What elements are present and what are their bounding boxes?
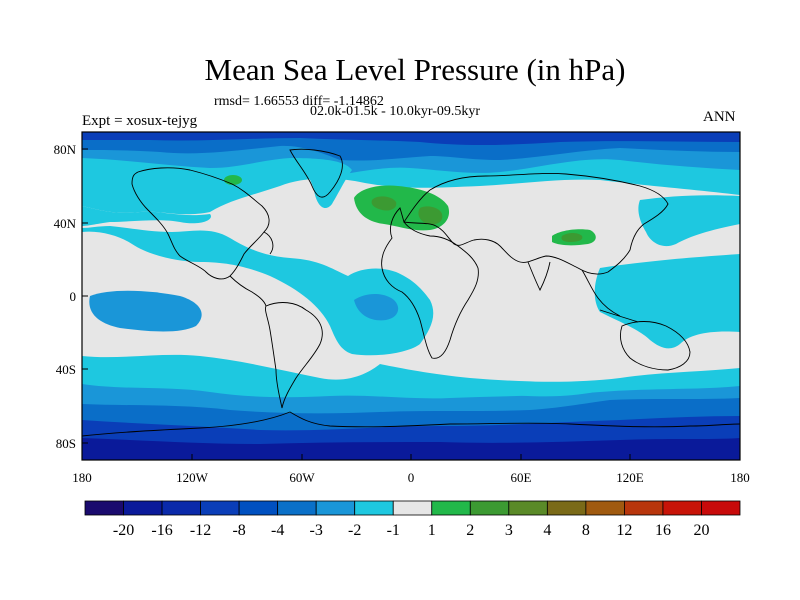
colorbar-swatch bbox=[277, 500, 317, 516]
y-tick-label: 80S bbox=[56, 436, 76, 451]
colorbar-swatch bbox=[123, 500, 163, 516]
y-tick-label: 40S bbox=[56, 362, 76, 377]
arctic-cyan-patch bbox=[184, 180, 212, 192]
colorbar-label: 3 bbox=[505, 522, 513, 539]
x-tick-label: 60W bbox=[289, 470, 315, 485]
north-pacific-east-cyan bbox=[638, 195, 740, 247]
x-tick-label: 120E bbox=[616, 470, 644, 485]
colorbar-label: -2 bbox=[348, 522, 361, 539]
x-tick-label: 180 bbox=[730, 470, 750, 485]
southern-indian-cyan-tongue bbox=[460, 378, 640, 397]
south-america-coast bbox=[265, 302, 323, 409]
tropical-cyan-east bbox=[594, 254, 740, 349]
arctic-darkblue-band bbox=[82, 132, 740, 145]
colorbar-swatch bbox=[624, 500, 664, 516]
x-tick-label: 60E bbox=[511, 470, 532, 485]
experiment-label: Expt = xosux-tejyg bbox=[82, 113, 198, 129]
coastlines bbox=[82, 148, 740, 437]
colorbar-label: -12 bbox=[190, 522, 211, 539]
eurasia-coast bbox=[403, 172, 669, 275]
y-tick-label: 40N bbox=[54, 216, 77, 231]
australia-coast bbox=[619, 321, 691, 371]
arctic-green-patch bbox=[224, 175, 242, 185]
y-axis-labels: 80N 40N 0 40S 80S bbox=[54, 142, 77, 451]
indian-peninsula-coast bbox=[527, 261, 551, 292]
colorbar-swatch bbox=[546, 500, 587, 516]
x-axis-labels: 180 120W 60W 0 60E 120E 180 bbox=[72, 470, 750, 485]
colorbar-labels: -20 -16 -12 -8 -4 -3 -2 -1 1 2 3 4 8 12 16 20 bbox=[113, 522, 710, 539]
season-label: ANN bbox=[703, 109, 736, 125]
colorbar-swatch bbox=[238, 500, 279, 516]
colorbar-swatch bbox=[585, 500, 625, 516]
colorbar-swatch bbox=[469, 500, 510, 516]
colorbar-label: 12 bbox=[616, 522, 632, 539]
southern-navy-band bbox=[82, 438, 740, 460]
colorbar-swatch bbox=[431, 500, 471, 516]
stats-label: rmsd= 1.66553 diff= -1.14862 bbox=[214, 94, 384, 109]
europe-darkgreen-core2 bbox=[418, 206, 443, 225]
colorbar-swatch bbox=[701, 500, 741, 516]
x-tick-label: 120W bbox=[176, 470, 209, 485]
antarctica-coast bbox=[82, 411, 740, 437]
colorbar-label: 2 bbox=[466, 522, 474, 539]
colorbar-label: 1 bbox=[428, 522, 436, 539]
tibet-darkgreen-core bbox=[561, 233, 583, 242]
east-pacific-blue-patch bbox=[89, 290, 202, 332]
pressure-field bbox=[82, 132, 740, 460]
tick-marks bbox=[81, 148, 741, 460]
tropical-cyan-west bbox=[82, 226, 434, 356]
colorbar-swatch bbox=[392, 500, 433, 516]
colorbar-label: -3 bbox=[310, 522, 323, 539]
colorbar-swatch bbox=[662, 500, 702, 516]
colorbar-label: -16 bbox=[151, 522, 172, 539]
colorbar-label: 16 bbox=[655, 522, 671, 539]
atlantic-blue-patch bbox=[354, 294, 399, 321]
period-label: 02.0k-01.5k - 10.0kyr-09.5kyr bbox=[310, 104, 481, 119]
pacific-north-cyan bbox=[82, 206, 211, 226]
colorbar-swatch bbox=[508, 500, 548, 516]
y-tick-label: 0 bbox=[70, 289, 77, 304]
southeast-asia-coast bbox=[581, 269, 639, 323]
colorbar-label: 20 bbox=[693, 522, 709, 539]
x-tick-label: 0 bbox=[408, 470, 415, 485]
colorbar-swatch bbox=[161, 500, 201, 516]
map-title: Mean Sea Level Pressure (in hPa) bbox=[204, 52, 626, 87]
greenland-coast bbox=[289, 148, 343, 198]
colorbar-label: -1 bbox=[387, 522, 400, 539]
colorbar-label: -8 bbox=[232, 522, 245, 539]
europe-darkgreen-core bbox=[371, 196, 397, 211]
colorbar-swatch bbox=[315, 500, 356, 516]
colorbar-label: 4 bbox=[543, 522, 551, 539]
greenland-cyan bbox=[290, 158, 352, 209]
colorbar-swatch bbox=[200, 500, 240, 516]
colorbar-label: -4 bbox=[271, 522, 284, 539]
colorbar-label: 8 bbox=[582, 522, 590, 539]
colorbar-swatch bbox=[84, 500, 124, 516]
y-tick-label: 80N bbox=[54, 142, 77, 157]
colorbar-label: -20 bbox=[113, 522, 134, 539]
colorbar bbox=[84, 500, 741, 516]
central-america-coast bbox=[229, 275, 267, 307]
x-tick-label: 180 bbox=[72, 470, 92, 485]
colorbar-swatch bbox=[354, 500, 394, 516]
